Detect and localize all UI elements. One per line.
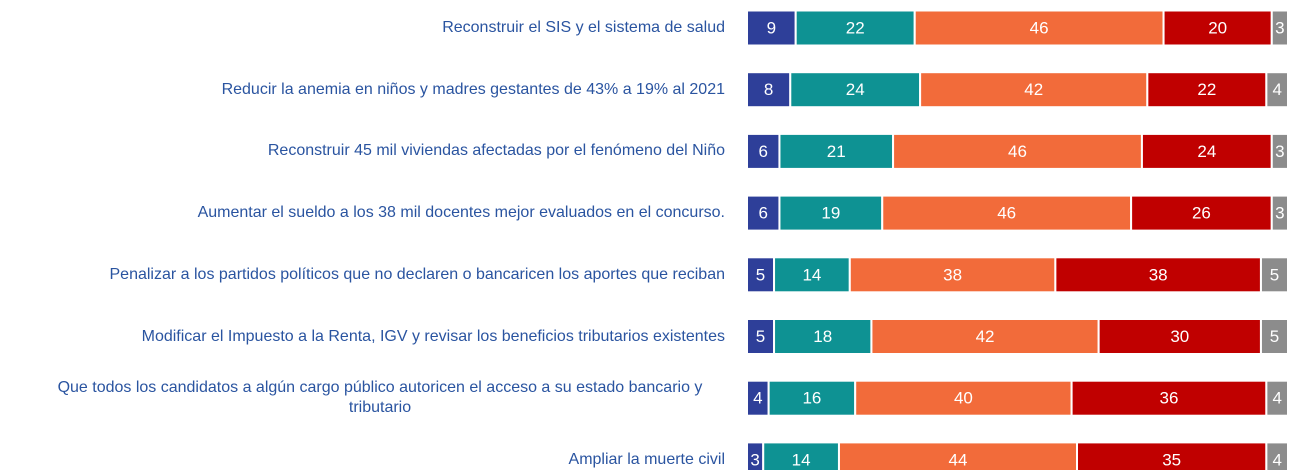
bar-segment [778,194,884,232]
category-label: Que todos los candidatos a algún cargo p… [57,379,703,417]
value-label: 4 [1272,450,1281,469]
bar-segment [1270,132,1290,170]
value-label: 46 [1008,142,1027,161]
value-label: 5 [1270,265,1279,284]
value-label: 5 [1270,327,1279,346]
value-label: 6 [758,142,767,161]
value-label: 42 [976,327,995,346]
bar-segment [1265,379,1289,417]
bar-segment [794,9,916,47]
value-label: 26 [1192,204,1211,223]
value-label: 38 [943,265,962,284]
value-label: 3 [1275,142,1284,161]
bar-segment [773,318,873,355]
bar-segment [746,194,781,232]
bar-segment [870,318,1100,355]
value-label: 5 [756,327,765,346]
bar-segment [1140,132,1273,170]
bar-segment [1076,441,1268,470]
value-label: 38 [1149,265,1168,284]
bar-segment [881,194,1133,232]
bar-segment [1259,318,1289,355]
bar-segment [1265,441,1289,470]
bar-segment [913,9,1165,47]
value-label: 44 [949,450,968,469]
value-label: 14 [802,265,821,284]
value-label: 9 [767,18,776,37]
value-label: 16 [802,389,821,408]
bar-segment [1097,318,1262,355]
bar-segment [919,71,1149,109]
bar-segment [854,379,1073,417]
value-label: 22 [1197,80,1216,99]
value-label: 20 [1208,18,1227,37]
value-label: 8 [764,80,773,99]
value-label: 46 [1030,18,1049,37]
value-label: 35 [1162,450,1181,469]
bar-segment [1265,71,1289,109]
category-label: Modificar el Impuesto a la Renta, IGV y … [141,327,725,345]
value-label: 21 [827,142,846,161]
value-label: 22 [846,18,865,37]
value-label: 42 [1024,80,1043,99]
bar-segment [848,256,1057,294]
value-label: 30 [1170,327,1189,346]
bar-segment [789,71,922,109]
value-label: 3 [1275,18,1284,37]
value-label: 40 [954,389,973,408]
category-label: Reducir la anemia en niños y madres gest… [221,80,725,98]
bar-segment [1270,194,1290,232]
value-label: 14 [792,450,811,469]
value-label: 6 [758,204,767,223]
category-label: Reconstruir 45 mil viviendas afectadas p… [267,142,725,160]
value-label: 4 [753,389,762,408]
category-label: Ampliar la muerte civil [568,450,725,468]
category-label: Penalizar a los partidos políticos que n… [109,265,726,283]
value-label: 24 [846,80,865,99]
bar-segment [892,132,1143,170]
value-label: 3 [750,450,759,469]
value-label: 4 [1272,80,1281,99]
value-label: 18 [813,327,832,346]
bar-segment [1259,256,1289,294]
value-label: 46 [997,204,1016,223]
bar-segment [746,9,797,47]
value-label: 19 [821,204,840,223]
value-label: 36 [1160,389,1179,408]
bar-segment [1270,9,1290,47]
category-label: Aumentar el sueldo a los 38 mil docentes… [197,204,725,222]
value-label: 24 [1197,142,1216,161]
value-label: 4 [1272,389,1281,408]
category-label: Reconstruir el SIS y el sistema de salud [442,19,725,36]
value-label: 5 [756,265,765,284]
bar-segment [1146,71,1268,109]
value-label: 3 [1275,204,1284,223]
bar-segment [746,71,792,109]
bar-segment [1054,256,1262,294]
